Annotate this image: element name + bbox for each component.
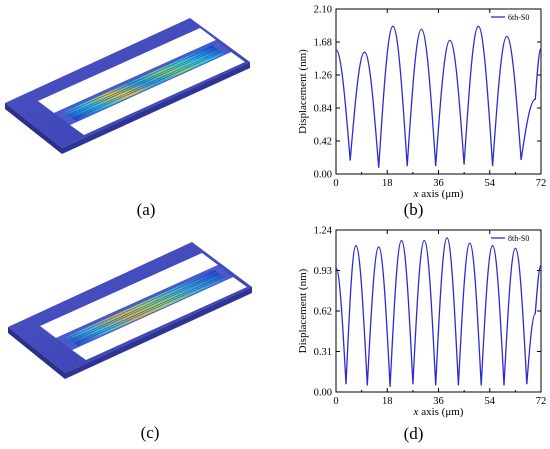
electrode-mode-a [64,45,224,121]
caption-d: (d) [404,424,424,443]
x-tick-label: 36 [433,396,444,407]
y-tick-label: 1.68 [314,38,332,49]
x-tick-label: 72 [536,178,547,189]
x-tick-label: 18 [382,396,393,407]
window-bottom-a [70,52,245,135]
device-side-c2 [65,287,252,379]
window-top-c [40,253,218,338]
x-tick-label: 0 [333,178,338,189]
y-tick-label: 0.00 [314,388,332,399]
x-tick-label: 0 [333,396,338,407]
y-tick-label: 0.00 [314,170,332,181]
electrode-fingers-a [65,45,223,120]
window-bottom-c [72,277,247,360]
y-tick-label: 0.31 [314,347,332,358]
electrode-fingers-c [67,270,225,345]
device-side-c [8,327,65,379]
device-side-a2 [62,62,250,154]
x-tick-label: 54 [485,396,496,407]
legend-label: 8th-S0 [508,234,529,243]
x-axis-label-rest: axis (μm) [418,188,463,200]
y-tick-label: 0.62 [314,307,332,318]
legend-label: 6th-S0 [508,13,529,22]
x-axis-label-italic: x [413,188,419,200]
caption-c: (c) [141,423,160,442]
x-tick-label: 54 [485,178,496,189]
y-tick-label: 0.42 [314,137,332,148]
electrode-mode-c [66,270,226,346]
device-render-c [8,242,252,379]
x-axis-label-italic: x [413,406,419,418]
device-side-a [5,103,62,154]
x-axis-label-rest: axis (μm) [418,406,463,418]
x-tick-label: 36 [433,178,444,189]
y-tick-label: 0.93 [314,266,332,277]
x-axis-label: x axis (μm) [413,406,464,418]
y-axis-label: Displacement (nm) [297,49,309,134]
y-tick-label: 0.84 [314,104,333,115]
y-tick-label: 1.24 [314,226,333,237]
x-tick-label: 18 [382,178,393,189]
series-line [335,237,542,387]
chart-b: 0 18 36 54 72 0.00 0.42 0.84 1.26 1.68 2.10 x axis … [297,5,546,220]
chart-d: 0 18 36 54 72 0.00 0.31 0.62 0.93 1.24 x axis (μm)… [297,226,546,444]
y-tick-label: 2.10 [314,5,332,16]
caption-b: (b) [404,200,424,219]
plot-frame [335,8,542,175]
x-tick-label: 72 [536,396,547,407]
window-top-a [38,28,216,113]
y-axis-label: Displacement (nm) [297,268,309,353]
series-line [335,25,542,168]
device-render-a [5,18,250,154]
caption-a: (a) [137,200,156,219]
y-tick-label: 1.26 [314,71,332,82]
x-axis-label: x axis (μm) [413,188,464,200]
